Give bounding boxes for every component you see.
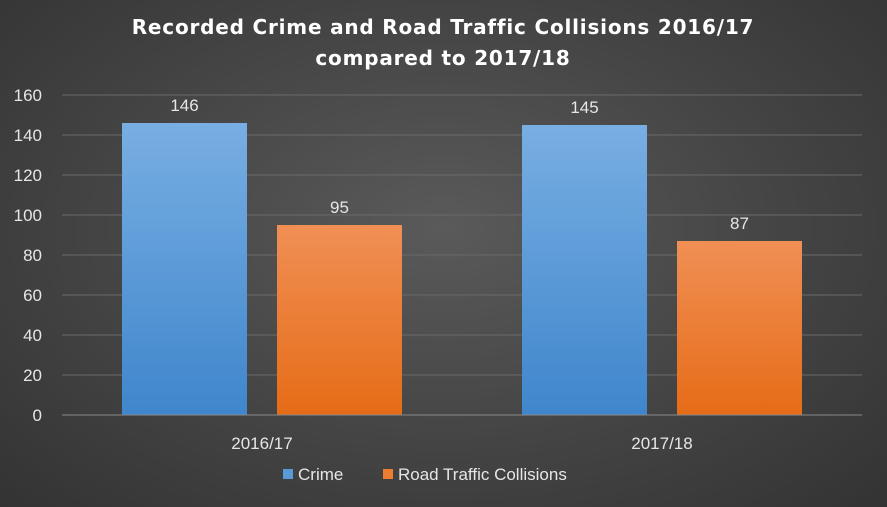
x-tick-label: 2017/18 (631, 434, 692, 453)
x-axis: 2016/17 2017/18 (62, 414, 862, 453)
y-tick-label: 80 (23, 246, 42, 265)
bars (122, 123, 802, 415)
data-labels: 146 95 145 87 (170, 96, 749, 233)
legend-swatch-road-traffic-collisions (383, 469, 393, 479)
chart-title-line-2: compared to 2017/18 (315, 46, 570, 70)
y-tick-label: 60 (23, 286, 42, 305)
bar-road-traffic-collisions-2017-18 (677, 241, 802, 415)
chart-title: Recorded Crime and Road Traffic Collisio… (132, 15, 755, 70)
y-tick-label: 40 (23, 326, 42, 345)
y-tick-label: 140 (14, 126, 42, 145)
bar-crime-2016-17 (122, 123, 247, 415)
legend: Crime Road Traffic Collisions (283, 465, 567, 484)
legend-label: Crime (298, 465, 343, 484)
data-label: 145 (570, 98, 598, 117)
y-tick-label: 100 (14, 206, 42, 225)
data-label: 87 (730, 214, 749, 233)
y-tick-label: 160 (14, 86, 42, 105)
bar-crime-2017-18 (522, 125, 647, 415)
data-label: 95 (330, 198, 349, 217)
y-tick-label: 0 (33, 406, 42, 425)
legend-label: Road Traffic Collisions (398, 465, 567, 484)
legend-swatch-crime (283, 469, 293, 479)
x-tick-label: 2016/17 (231, 434, 292, 453)
y-axis-ticks: 0 20 40 60 80 100 120 140 160 (14, 86, 42, 425)
y-tick-label: 20 (23, 366, 42, 385)
chart-title-line-1: Recorded Crime and Road Traffic Collisio… (132, 15, 755, 39)
data-label: 146 (170, 96, 198, 115)
y-tick-label: 120 (14, 166, 42, 185)
bar-road-traffic-collisions-2016-17 (277, 225, 402, 415)
